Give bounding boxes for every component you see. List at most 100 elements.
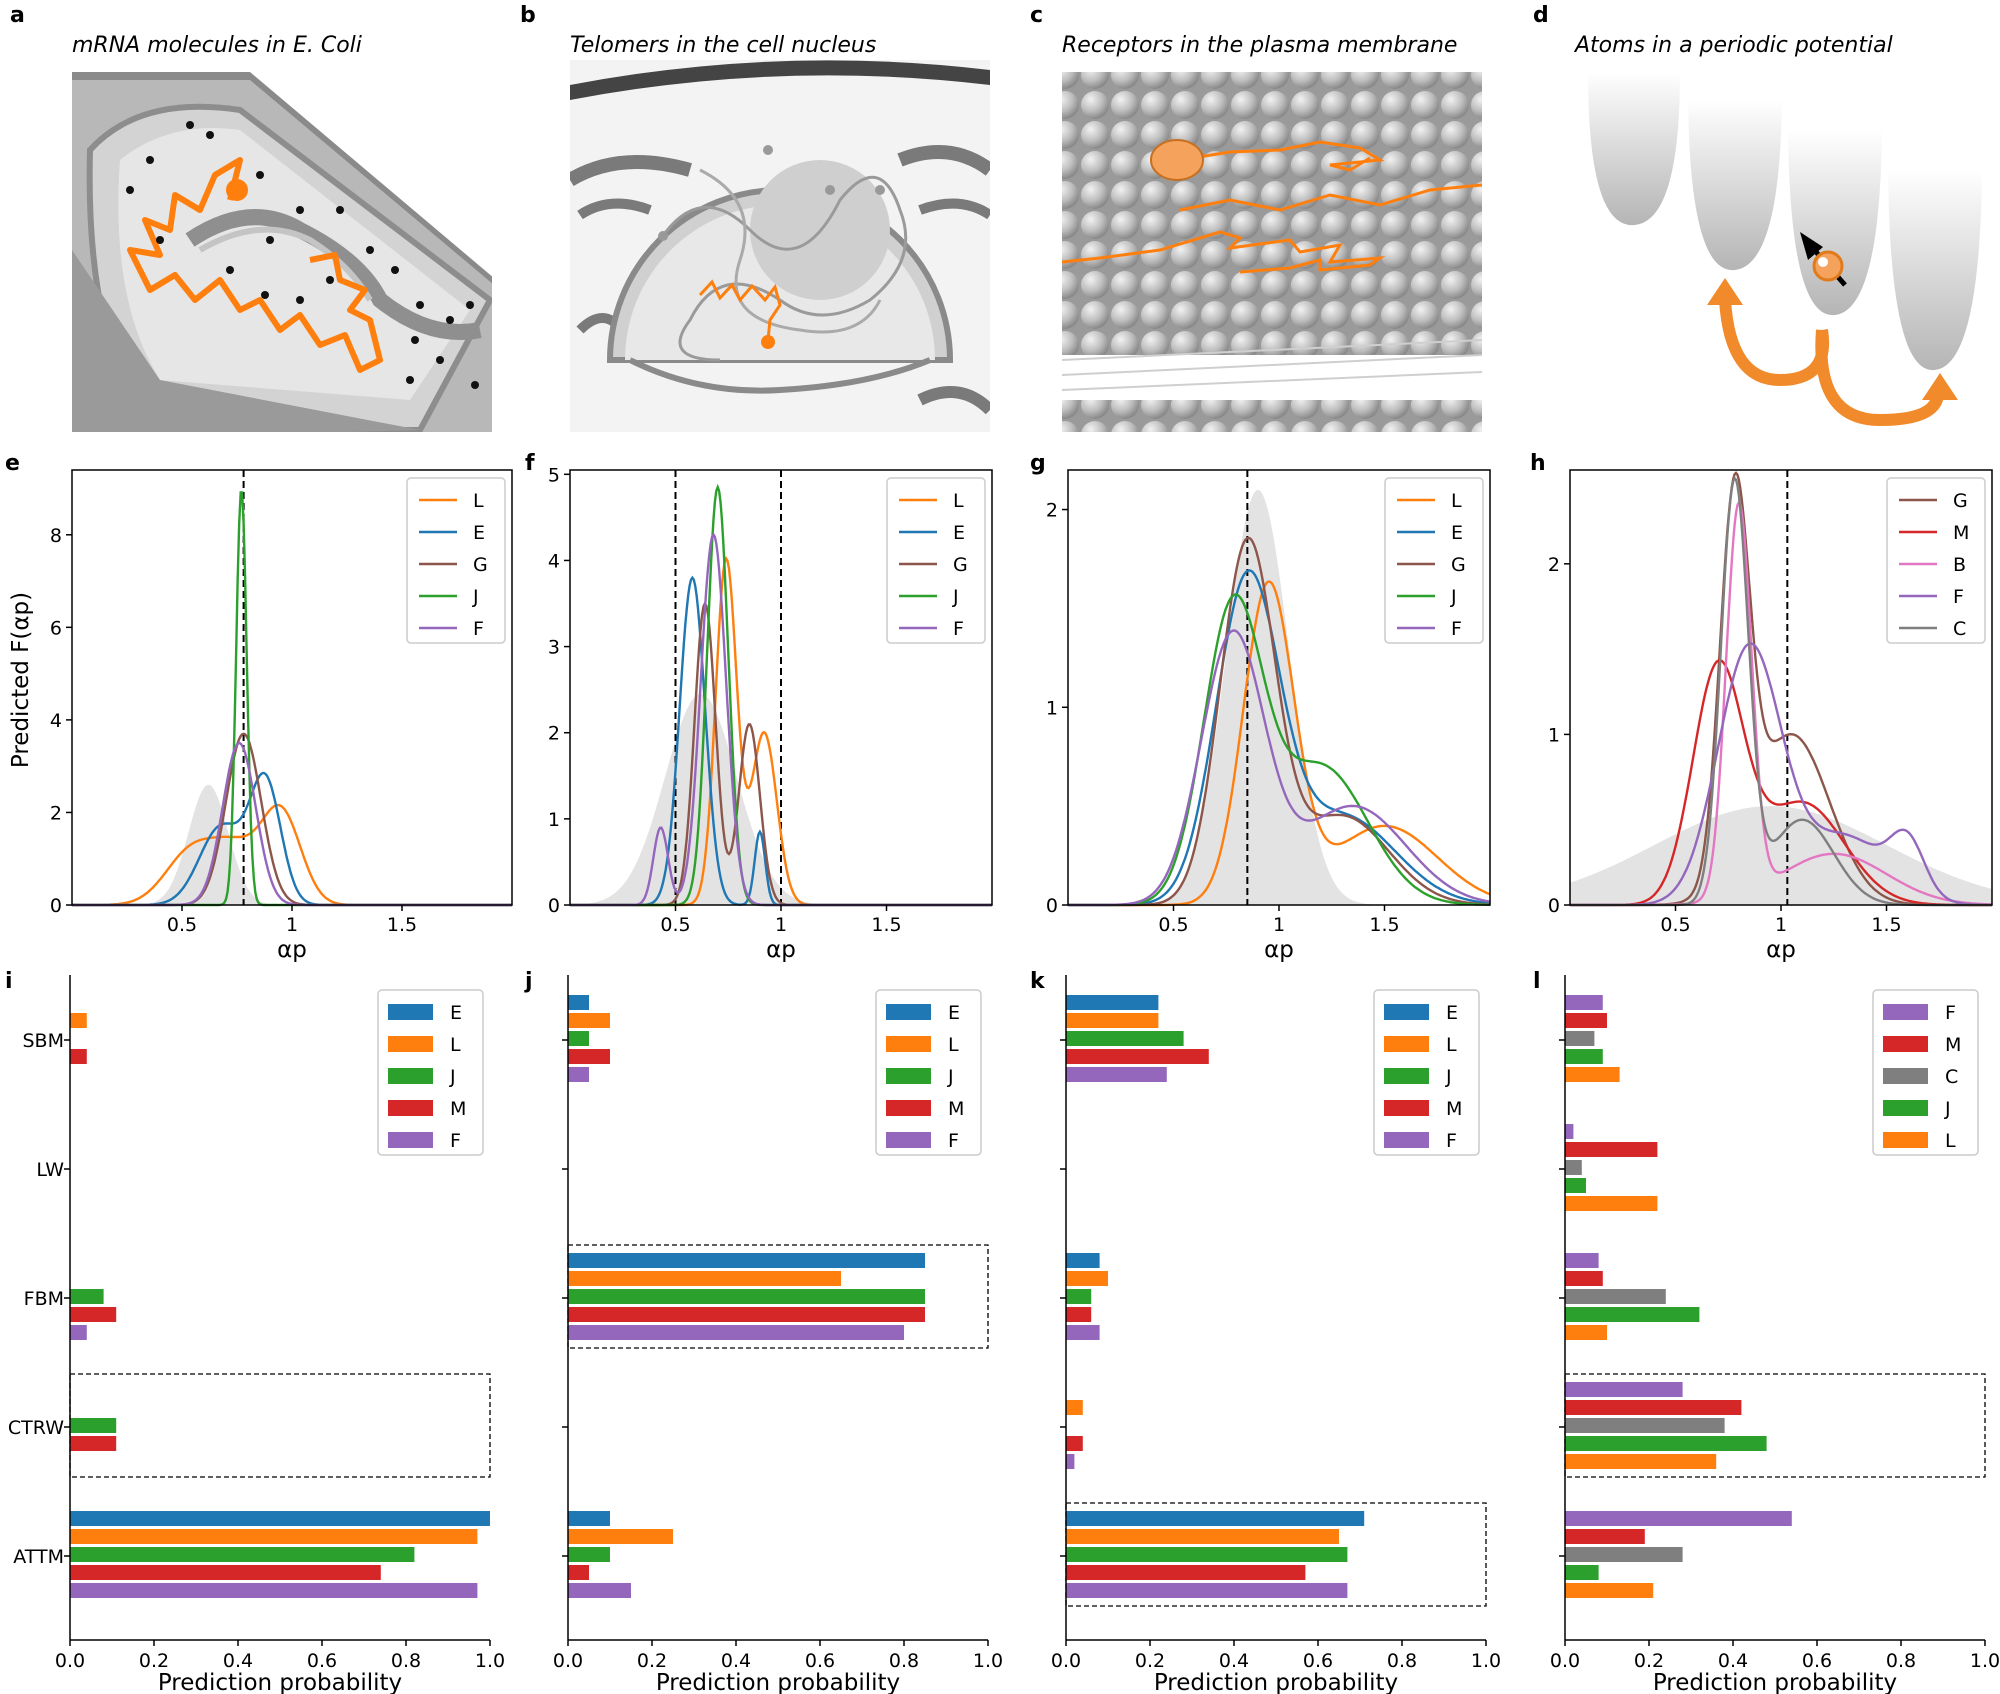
legend-label-L: L xyxy=(1451,490,1462,512)
x-tick-label: 0.6 xyxy=(805,1650,835,1672)
bar-C-SBM xyxy=(1565,1031,1595,1046)
panel-label-c: c xyxy=(1030,3,1043,28)
bar-M-CTRW xyxy=(1565,1400,1742,1415)
series-line-E xyxy=(72,771,512,907)
title-c: Receptors in the plasma membrane xyxy=(1062,33,1457,58)
bar-M-CTRW xyxy=(1066,1436,1083,1451)
bar-E-FBM xyxy=(568,1253,925,1268)
bar-M-CTRW xyxy=(70,1436,117,1451)
y-tick-label: 1 xyxy=(548,809,560,831)
bar-L-ATTM xyxy=(1066,1529,1339,1544)
bar-J-FBM xyxy=(1565,1307,1700,1322)
bar-M-LW xyxy=(1565,1142,1658,1157)
legend-box xyxy=(1384,477,1484,644)
panel-label-a: a xyxy=(10,3,25,28)
bar-L-ATTM xyxy=(70,1529,478,1544)
legend-swatch-J xyxy=(388,1068,433,1084)
bar-M-ATTM xyxy=(568,1565,589,1580)
legend-swatch-J xyxy=(1384,1068,1429,1084)
legend-label-F: F xyxy=(1953,586,1964,608)
illustration-nucleus xyxy=(570,60,990,432)
x-tick-label: 0.5 xyxy=(1158,914,1188,936)
bar-F-ATTM xyxy=(568,1583,631,1598)
illustration-ecoli xyxy=(72,72,492,432)
legend-label-F: F xyxy=(450,1130,461,1152)
legend-label-J: J xyxy=(472,586,479,608)
y-tick-label: 1 xyxy=(1046,697,1058,719)
y-tick-label: 3 xyxy=(548,637,560,659)
bar-chart-i: SBM LW FBM CTRW ATTM 0.0 0.2 0.4 0.6 0.8 1.0 Predic… xyxy=(8,975,505,1694)
x-tick-label: 0.0 xyxy=(1550,1650,1580,1672)
legend-label-J: J xyxy=(1445,1066,1452,1088)
bar-L-SBM xyxy=(1565,1067,1620,1082)
bar-L-ATTM xyxy=(1565,1583,1654,1598)
x-tick-label: 0.2 xyxy=(1634,1650,1664,1672)
y-tick-label: 4 xyxy=(548,550,560,572)
y-tick-label: 0 xyxy=(1548,895,1560,917)
legend-swatch-F xyxy=(1883,1004,1928,1020)
bar-J-FBM xyxy=(568,1289,925,1304)
bar-F-ATTM xyxy=(1565,1511,1792,1526)
legend-label-G: G xyxy=(473,554,488,576)
bar-C-FBM xyxy=(1565,1289,1666,1304)
x-tick-label: 0.8 xyxy=(1886,1650,1916,1672)
legend-swatch-E xyxy=(886,1004,931,1020)
x-tick-label: 0.5 xyxy=(660,914,690,936)
y-tick-label: 2 xyxy=(50,802,62,824)
y-tick-label: 0 xyxy=(1046,895,1058,917)
x-tick-label: 0.4 xyxy=(1718,1650,1748,1672)
panel-label-e: e xyxy=(5,451,20,476)
y-tick-label: 0 xyxy=(548,895,560,917)
background-distribution xyxy=(1068,489,1490,905)
bar-L-FBM xyxy=(1066,1271,1108,1286)
bar-L-ATTM xyxy=(568,1529,673,1544)
x-tick-label: 0.5 xyxy=(167,914,197,936)
x-axis-label: αp xyxy=(766,937,796,963)
y-tick-label: 1 xyxy=(1548,724,1560,746)
bar-J-FBM xyxy=(1066,1289,1092,1304)
legend-label-E: E xyxy=(473,522,485,544)
legend-label-J: J xyxy=(449,1066,456,1088)
bar-L-SBM xyxy=(568,1013,610,1028)
legend-label-M: M xyxy=(1953,522,1969,544)
density-ylabel: Predicted F(αp) xyxy=(8,592,34,768)
bar-E-SBM xyxy=(1066,995,1159,1010)
x-tick-label: 1.0 xyxy=(1471,1650,1501,1672)
bar-C-CTRW xyxy=(1565,1418,1725,1433)
bar-C-LW xyxy=(1565,1160,1582,1175)
x-axis-label: αp xyxy=(277,937,307,963)
legend-label-L: L xyxy=(1446,1034,1457,1056)
category-label: LW xyxy=(36,1159,64,1181)
legend-label-F: F xyxy=(948,1130,959,1152)
legend-label-M: M xyxy=(1945,1034,1961,1056)
illustration-potential xyxy=(1588,72,1982,427)
x-tick-label: 0.6 xyxy=(1303,1650,1333,1672)
legend-label-L: L xyxy=(948,1034,959,1056)
highlight-box xyxy=(69,1373,491,1478)
panel-label-k: k xyxy=(1030,969,1046,994)
panel-label-j: j xyxy=(524,969,533,994)
bar-J-FBM xyxy=(70,1289,104,1304)
legend-swatch-L xyxy=(1883,1132,1928,1148)
x-axis-label: Prediction probability xyxy=(656,1670,900,1694)
x-tick-label: 1.5 xyxy=(1369,914,1399,936)
bar-M-ATTM xyxy=(70,1565,381,1580)
x-tick-label: 0.0 xyxy=(553,1650,583,1672)
bar-M-FBM xyxy=(568,1307,925,1322)
x-tick-label: 1 xyxy=(1273,914,1285,936)
x-tick-label: 0.6 xyxy=(307,1650,337,1672)
bar-M-SBM xyxy=(1066,1049,1209,1064)
panel-label-h: h xyxy=(1530,451,1546,476)
x-axis-label: Prediction probability xyxy=(158,1670,402,1694)
bar-F-SBM xyxy=(1565,995,1603,1010)
x-tick-label: 0.5 xyxy=(1660,914,1690,936)
category-label: ATTM xyxy=(13,1546,64,1568)
bar-J-ATTM xyxy=(568,1547,610,1562)
legend-label-M: M xyxy=(1446,1098,1462,1120)
bar-F-CTRW xyxy=(1066,1454,1075,1469)
bar-M-SBM xyxy=(568,1049,610,1064)
legend-label-G: G xyxy=(1953,490,1968,512)
x-axis-label: Prediction probability xyxy=(1653,1670,1897,1694)
